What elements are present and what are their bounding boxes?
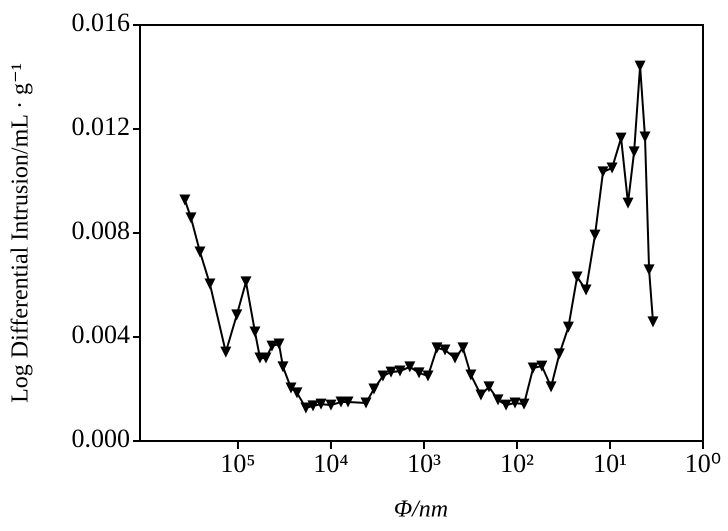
y-axis-title: Log Differential Intrusion/mL · g⁻¹ [8,63,34,403]
data-marker [628,146,640,158]
y-tick-label: 0.012 [72,112,131,141]
data-marker [220,346,232,358]
data-marker [291,387,303,399]
data-marker [509,397,521,409]
x-tick-label: 10⁵ [220,449,255,478]
data-marker [394,365,406,377]
data-marker [465,369,477,381]
data-marker [231,309,243,321]
data-marker [615,132,627,144]
x-tick-label: 10² [500,449,534,478]
data-marker [273,338,285,350]
data-marker [647,316,659,328]
data-marker [204,278,216,290]
data-marker [622,197,634,209]
data-marker [536,360,548,372]
plot-frame [139,24,704,442]
data-marker [300,402,312,414]
data-marker [431,342,443,354]
data-marker [194,246,206,258]
data-marker [606,162,618,174]
data-marker [457,342,469,354]
data-marker [449,352,461,364]
data-marker [634,60,646,72]
data-marker [571,271,583,283]
x-tick-label: 10¹ [593,449,627,478]
data-marker [589,229,601,241]
data-marker [277,361,289,373]
data-marker [315,398,327,410]
data-marker [492,394,504,406]
data-marker [260,352,272,364]
data-marker [422,370,434,382]
data-marker [335,396,347,408]
x-tick-label: 10⁴ [313,449,348,478]
data-marker [562,321,574,333]
data-marker [179,194,191,206]
data-marker [483,381,495,393]
data-marker [266,340,278,352]
data-marker [639,131,651,143]
data-marker [185,212,197,224]
data-marker [545,381,557,393]
y-tick-label: 0.016 [72,8,131,37]
data-marker [385,366,397,378]
data-marker [377,370,389,382]
data-marker [342,396,354,408]
data-marker [240,276,252,288]
data-marker [307,400,319,412]
x-axis-title: Φ/nm [394,497,448,523]
data-marker [580,284,592,296]
data-marker [439,344,451,356]
data-marker [500,399,512,411]
data-marker [597,166,609,178]
data-marker [413,367,425,379]
data-marker [249,326,261,338]
y-tick-label: 0.008 [72,216,131,245]
data-marker [360,397,372,409]
x-tick-label: 10³ [407,449,441,478]
data-marker [285,382,297,394]
data-marker [553,348,565,360]
data-marker [643,264,655,276]
data-marker [518,398,530,410]
data-line [183,66,654,410]
x-tick-label: 10⁰ [685,449,721,478]
data-marker [368,383,380,395]
data-marker [325,399,337,411]
data-marker [527,362,539,374]
y-tick-label: 0.000 [72,424,131,453]
data-marker [475,389,487,401]
y-tick-label: 0.004 [72,320,131,349]
data-marker [404,361,416,373]
